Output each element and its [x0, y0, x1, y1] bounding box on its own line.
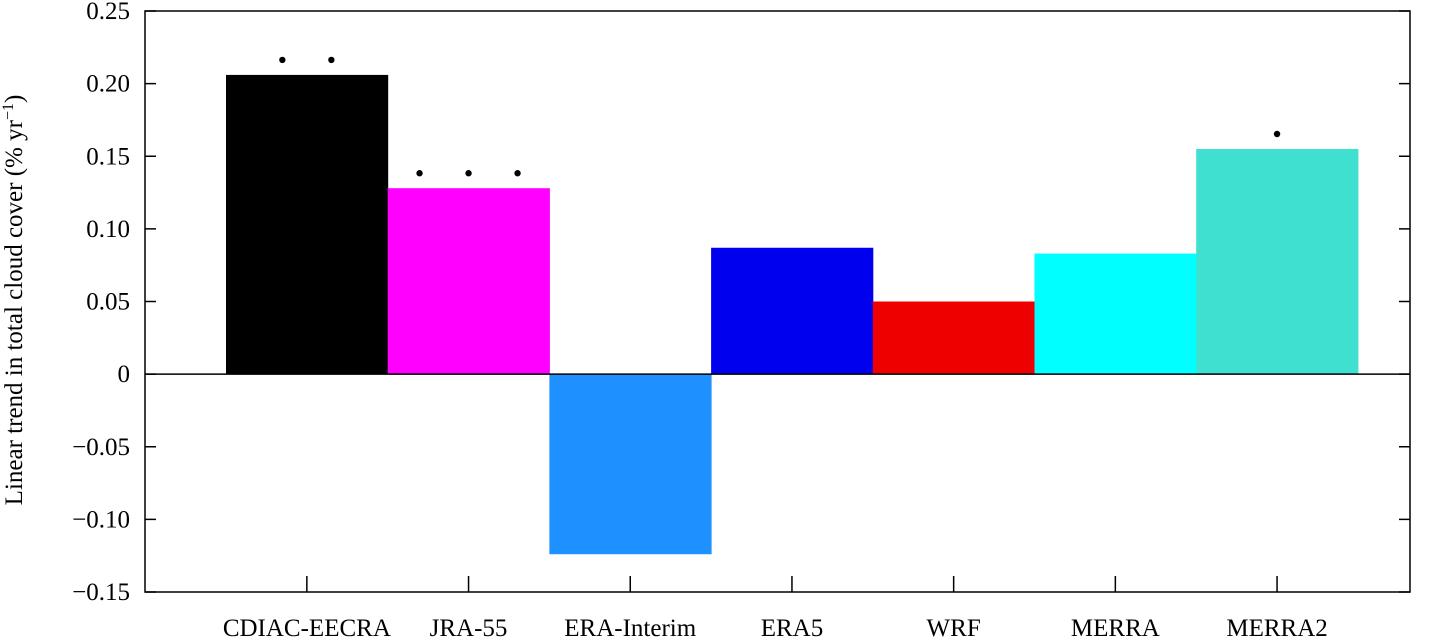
bar-wrf	[872, 301, 1035, 375]
significance-dot	[416, 170, 423, 177]
significance-dots-layer	[279, 56, 1281, 177]
y-axis-title-main: Linear trend in total cloud cover (% yr	[1, 119, 28, 505]
y-tick-label: 0.05	[86, 289, 130, 316]
bar-merra	[1034, 253, 1197, 375]
significance-dot	[465, 170, 472, 177]
y-axis: −0.15 −0.10 −0.05 0 0.05 0.10 0.15 0.20 0.25	[72, 0, 1410, 606]
significance-dot	[514, 170, 521, 177]
y-axis-title: Linear trend in total cloud cover (% yr−…	[0, 95, 28, 506]
y-axis-title-close: )	[1, 95, 28, 103]
x-tick-label: WRF	[927, 615, 981, 638]
bar-merra2	[1196, 148, 1359, 375]
x-tick-label: ERA5	[761, 615, 824, 638]
y-tick-label: 0.15	[86, 143, 130, 170]
x-tick-label: JRA-55	[430, 615, 508, 638]
bar-era5	[711, 247, 874, 375]
x-tick-label: ERA-Interim	[564, 615, 696, 638]
bar-era-interim	[549, 374, 712, 555]
y-axis-title-superscript: −1	[0, 103, 17, 120]
x-axis: CDIAC-EECRA JRA-55 ERA-Interim ERA5 WRF MERRA…	[223, 576, 1328, 642]
bar-cdiac-eecra	[226, 74, 389, 375]
bars-layer	[226, 74, 1359, 555]
y-tick-label: −0.05	[72, 434, 130, 461]
y-tick-label: 0.20	[86, 71, 130, 98]
y-tick-label: −0.15	[72, 579, 130, 606]
x-tick-label: MERRA2	[1226, 615, 1327, 638]
significance-dot	[328, 56, 335, 64]
significance-dot	[1273, 130, 1281, 138]
y-tick-label: 0.10	[86, 216, 130, 243]
significance-dot	[279, 56, 286, 64]
bar-jra-55	[387, 188, 550, 375]
x-tick-label: MERRA	[1071, 615, 1160, 638]
x-tick-label: CDIAC-EECRA	[223, 615, 391, 638]
y-tick-label: −0.10	[72, 506, 130, 533]
y-tick-label: 0.25	[86, 0, 130, 25]
y-tick-label: 0	[118, 361, 131, 388]
